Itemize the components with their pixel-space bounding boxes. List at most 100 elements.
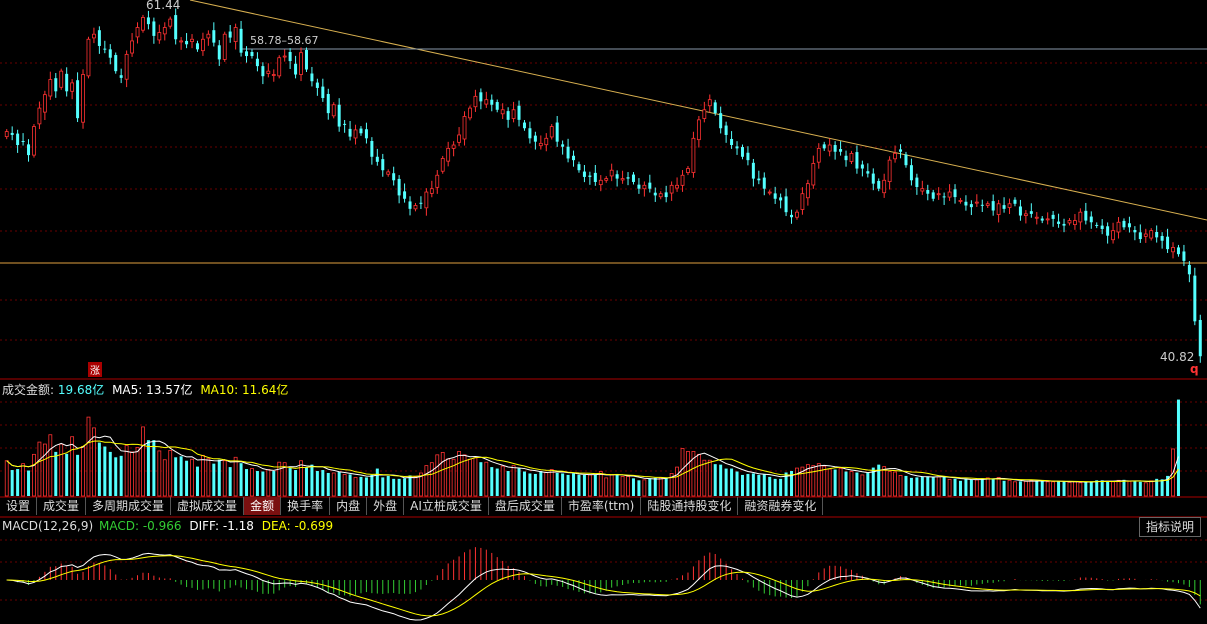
high-price-label: 61.44 [146,0,181,12]
volume-bar [680,448,685,497]
volume-bar [1111,481,1115,497]
candle-body [969,204,973,208]
volume-bar [1013,481,1017,497]
volume-bar [386,475,390,496]
volume-bar [429,462,434,497]
volume-bar [479,462,483,496]
volume-bar [620,475,625,497]
candle-body [375,156,379,162]
volume-bar [1002,480,1006,496]
zhang-badge: 涨 [88,362,102,377]
volume-bar [76,454,80,496]
ma10-value: 11.64亿 [242,383,289,397]
candle-body [702,109,707,119]
tab-4[interactable]: 金额 [244,497,282,515]
candle-body [413,205,418,210]
candle-body [669,184,674,194]
volume-bar [490,467,494,496]
candle-body [86,38,91,77]
volume-bar [272,471,276,496]
volume-bar [348,474,352,496]
candle-body [511,109,516,119]
candle-body [271,74,276,76]
indicator-help-button[interactable]: 指标说明 [1139,517,1201,537]
candle-body [648,182,652,189]
candle-body [484,99,489,105]
volume-bar [642,479,647,497]
candle-body [582,171,586,177]
candle-body [522,122,526,129]
candle-body [424,191,429,209]
volume-bar [626,475,630,497]
candle-body [1155,231,1159,238]
candle-body [1034,216,1039,219]
volume-bar [1122,479,1126,496]
candle-body [135,27,140,38]
candle-body [97,30,101,46]
volume-bar [119,455,123,496]
tab-3[interactable]: 虚拟成交量 [171,497,245,515]
volume-bar [931,476,935,496]
volume-bar [572,473,576,496]
volume-bar [304,467,308,496]
volume-bar [152,440,156,496]
candle-body [152,21,156,36]
candle-body [381,159,385,171]
candle-body [800,193,805,210]
volume-bar [288,468,292,496]
volume-bar [54,451,58,496]
tab-10[interactable]: 市盈率(ttm) [562,497,642,515]
candle-body [1100,225,1104,229]
candle-body [664,192,668,198]
candle-body [533,135,537,142]
volume-bar [539,471,543,496]
tab-12[interactable]: 融资融券变化 [738,497,824,515]
candle-body [190,38,194,43]
volume-bar [795,467,799,497]
volume-bar [282,462,287,497]
candle-body [1057,221,1061,224]
tab-7[interactable]: 外盘 [367,497,405,515]
candle-body [555,122,559,142]
volume-bar [190,458,194,497]
volume-bar [457,451,461,497]
volume-bar [146,440,150,496]
candle-body [544,137,549,146]
tab-8[interactable]: AI立桩成交量 [404,497,489,515]
volume-bar [1106,481,1110,496]
tab-6[interactable]: 内盘 [330,497,368,515]
tab-2[interactable]: 多周期成交量 [86,497,172,515]
volume-bar [1127,480,1132,497]
candle-body [1002,205,1006,209]
tab-9[interactable]: 盘后成交量 [489,497,562,515]
candle-body [822,144,826,149]
volume-bar [1155,478,1159,496]
volume-bar [1007,479,1012,497]
candle-body [27,144,31,156]
candle-body [877,180,881,189]
tab-11[interactable]: 陆股通持股变化 [641,497,739,515]
volume-bar [1095,480,1099,496]
candle-body [598,179,603,186]
tab-1[interactable]: 成交量 [37,497,87,515]
candle-body [839,149,843,152]
volume-bar [135,447,140,497]
volume-bar [424,465,429,497]
candle-body [304,50,308,70]
candle-body [468,107,472,119]
volume-bar [762,473,766,496]
candle-body [331,104,336,117]
tab-5[interactable]: 换手率 [281,497,331,515]
candle-body [996,203,1001,215]
volume-bar [947,478,952,497]
candle-body [1143,233,1148,237]
volume-bar [419,472,423,497]
volume-bar [1084,481,1088,496]
volume-bar [549,469,554,497]
volume-bar [42,443,47,497]
candle-body [572,155,576,161]
volume-bar [1078,482,1083,497]
candle-body [713,102,717,114]
candle-body [10,132,14,135]
tab-0[interactable]: 设置 [0,497,38,515]
